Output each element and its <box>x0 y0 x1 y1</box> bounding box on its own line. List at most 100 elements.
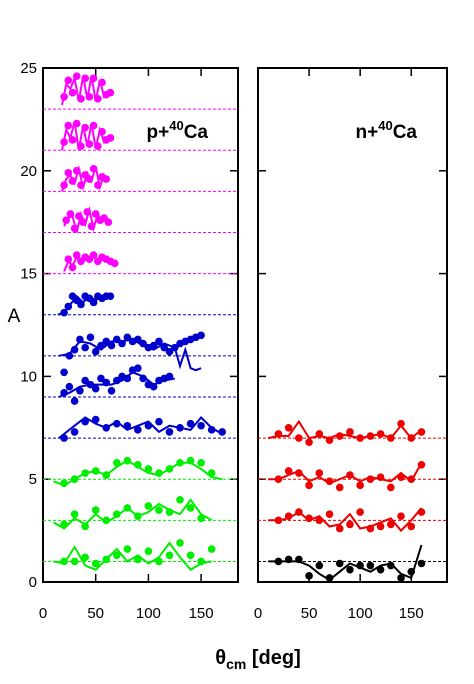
data-point <box>366 561 375 570</box>
x-tick-label: 150 <box>399 605 424 622</box>
data-point <box>89 164 98 173</box>
data-point <box>94 181 102 189</box>
data-point <box>81 74 89 83</box>
data-point <box>85 140 94 148</box>
data-point <box>346 565 354 574</box>
data-point <box>186 551 195 560</box>
data-point <box>160 343 169 352</box>
data-point <box>98 127 106 136</box>
y-tick-label: 0 <box>29 574 37 591</box>
y-tick-label: 10 <box>20 368 37 385</box>
data-point <box>387 483 395 492</box>
data-point <box>60 557 68 566</box>
data-point <box>197 458 205 467</box>
data-point <box>155 557 163 566</box>
data-point <box>315 469 324 477</box>
data-point <box>64 121 73 130</box>
data-point <box>70 397 79 405</box>
data-point <box>387 434 395 442</box>
data-point <box>165 465 174 473</box>
data-point <box>295 434 303 442</box>
data-point <box>72 167 81 175</box>
annotation: p+40Ca <box>147 118 209 143</box>
x-tick-label: 100 <box>136 605 161 622</box>
x-tick-label: 50 <box>87 605 104 622</box>
data-point <box>112 551 121 560</box>
data-point <box>102 424 111 432</box>
data-point <box>376 430 385 438</box>
x-label-symbol: θ <box>215 647 226 669</box>
x-tick-label: 0 <box>254 605 262 622</box>
data-point <box>335 524 344 533</box>
data-point <box>176 539 184 547</box>
data-point <box>325 436 334 444</box>
annotation-prefix: n+ <box>356 122 379 143</box>
data-point <box>346 471 354 479</box>
data-point <box>107 341 116 350</box>
data-point <box>397 473 405 481</box>
x-axis-label: θcm [deg] <box>215 647 300 672</box>
y-tick-label: 15 <box>20 266 37 283</box>
data-point <box>134 555 142 564</box>
data-point <box>387 520 395 529</box>
data-point <box>134 426 142 434</box>
data-point <box>123 421 132 430</box>
data-point <box>186 456 195 465</box>
data-point <box>144 547 153 555</box>
data-point <box>165 508 174 516</box>
data-point <box>335 483 344 492</box>
data-point <box>60 181 68 189</box>
data-point <box>305 481 313 490</box>
data-point <box>102 471 111 479</box>
data-point <box>197 331 205 340</box>
data-point <box>91 506 100 514</box>
data-point <box>104 218 113 226</box>
data-point <box>77 300 85 309</box>
data-point <box>86 380 95 389</box>
data-point <box>81 522 89 531</box>
data-point <box>64 76 73 85</box>
data-point <box>60 389 68 397</box>
data-point <box>376 522 385 531</box>
data-point <box>81 376 89 385</box>
data-point <box>176 424 184 432</box>
model-curve <box>268 507 423 533</box>
data-point <box>356 508 364 516</box>
data-point <box>207 469 216 477</box>
data-point <box>123 333 132 342</box>
data-point <box>144 465 153 473</box>
plot-frame <box>257 67 448 583</box>
data-point <box>139 374 147 383</box>
model-curve <box>53 541 212 571</box>
data-point <box>376 565 385 574</box>
data-point <box>295 508 303 516</box>
data-point <box>397 574 405 582</box>
data-point <box>366 524 375 533</box>
model-curve <box>58 416 223 439</box>
data-point <box>176 458 184 467</box>
data-point <box>83 208 92 216</box>
data-point <box>112 510 121 518</box>
annotation-suffix: Ca <box>184 122 209 143</box>
model-curve <box>58 371 175 398</box>
data-point <box>123 374 132 383</box>
data-point <box>81 343 89 352</box>
model-curve <box>268 462 423 485</box>
data-point <box>144 502 153 510</box>
model-curve <box>53 498 213 530</box>
data-point <box>112 458 121 467</box>
model-curve <box>267 419 423 440</box>
data-point <box>397 419 405 428</box>
data-point <box>89 298 98 307</box>
data-point <box>155 417 163 426</box>
x-label-sub: cm <box>226 656 246 672</box>
data-point <box>305 438 313 446</box>
data-point <box>170 343 179 352</box>
data-point <box>77 142 85 150</box>
data-point <box>106 88 115 97</box>
data-point <box>123 456 132 465</box>
data-point <box>76 335 84 344</box>
y-axis-label: A <box>8 306 21 327</box>
data-point <box>102 516 111 525</box>
